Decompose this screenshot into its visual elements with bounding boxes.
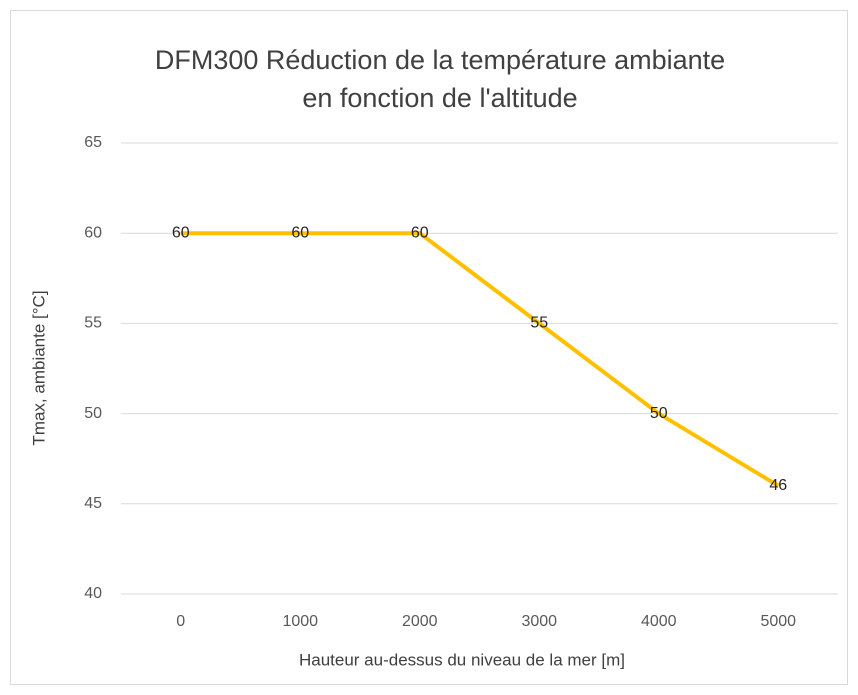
y-tick-label: 40 xyxy=(84,585,102,602)
y-tick-label: 45 xyxy=(84,495,102,512)
x-tick-label: 3000 xyxy=(521,613,557,630)
data-label: 60 xyxy=(291,224,309,241)
x-axis-title: Hauteur au-dessus du niveau de la mer [m… xyxy=(299,650,625,669)
y-axis-title: Tmax, ambiante [°C] xyxy=(29,290,48,445)
x-tick-label: 1000 xyxy=(282,613,318,630)
data-label: 60 xyxy=(411,224,429,241)
x-tick-label: 5000 xyxy=(760,613,796,630)
data-label: 55 xyxy=(530,315,548,332)
x-tick-label: 0 xyxy=(176,613,185,630)
data-label: 46 xyxy=(769,477,787,494)
y-tick-label: 60 xyxy=(84,224,102,241)
series-line xyxy=(180,231,780,488)
x-tick-label: 2000 xyxy=(402,613,438,630)
chart-border xyxy=(10,10,848,685)
data-label: 50 xyxy=(650,405,668,422)
y-tick-label: 65 xyxy=(84,134,102,151)
chart-title: DFM300 Réduction de la température ambia… xyxy=(155,45,725,75)
y-tick-label: 55 xyxy=(84,315,102,332)
chart-title: en fonction de l'altitude xyxy=(302,83,577,113)
x-tick-label: 4000 xyxy=(641,613,677,630)
data-label: 60 xyxy=(172,224,190,241)
y-tick-label: 50 xyxy=(84,405,102,422)
